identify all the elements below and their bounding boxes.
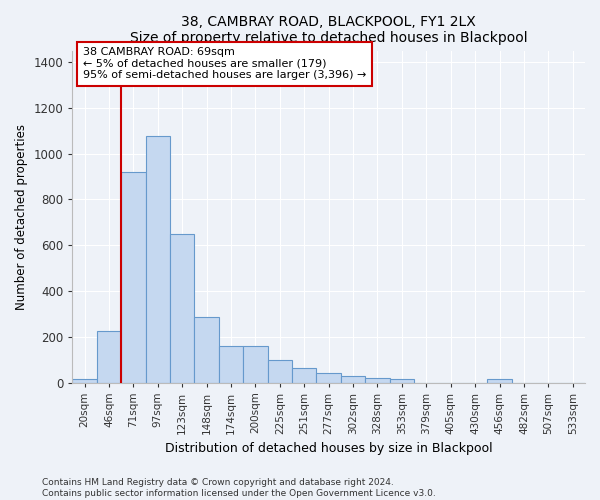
Bar [73,379,97,382]
Bar [97,331,121,382]
Title: 38, CAMBRAY ROAD, BLACKPOOL, FY1 2LX
Size of property relative to detached house: 38, CAMBRAY ROAD, BLACKPOOL, FY1 2LX Siz… [130,15,527,45]
Bar [146,136,170,382]
Bar [243,346,268,383]
Text: 38 CAMBRAY ROAD: 69sqm
← 5% of detached houses are smaller (179)
95% of semi-det: 38 CAMBRAY ROAD: 69sqm ← 5% of detached … [83,47,366,80]
Bar [268,360,292,382]
Text: Contains HM Land Registry data © Crown copyright and database right 2024.
Contai: Contains HM Land Registry data © Crown c… [42,478,436,498]
X-axis label: Distribution of detached houses by size in Blackpool: Distribution of detached houses by size … [165,442,493,455]
Bar [316,373,341,382]
Bar [219,346,243,383]
Bar [365,378,389,382]
Bar [487,379,512,382]
Bar [341,376,365,382]
Bar [194,318,219,382]
Bar [170,234,194,382]
Y-axis label: Number of detached properties: Number of detached properties [15,124,28,310]
Bar [121,172,146,382]
Bar [292,368,316,382]
Bar [389,379,414,382]
